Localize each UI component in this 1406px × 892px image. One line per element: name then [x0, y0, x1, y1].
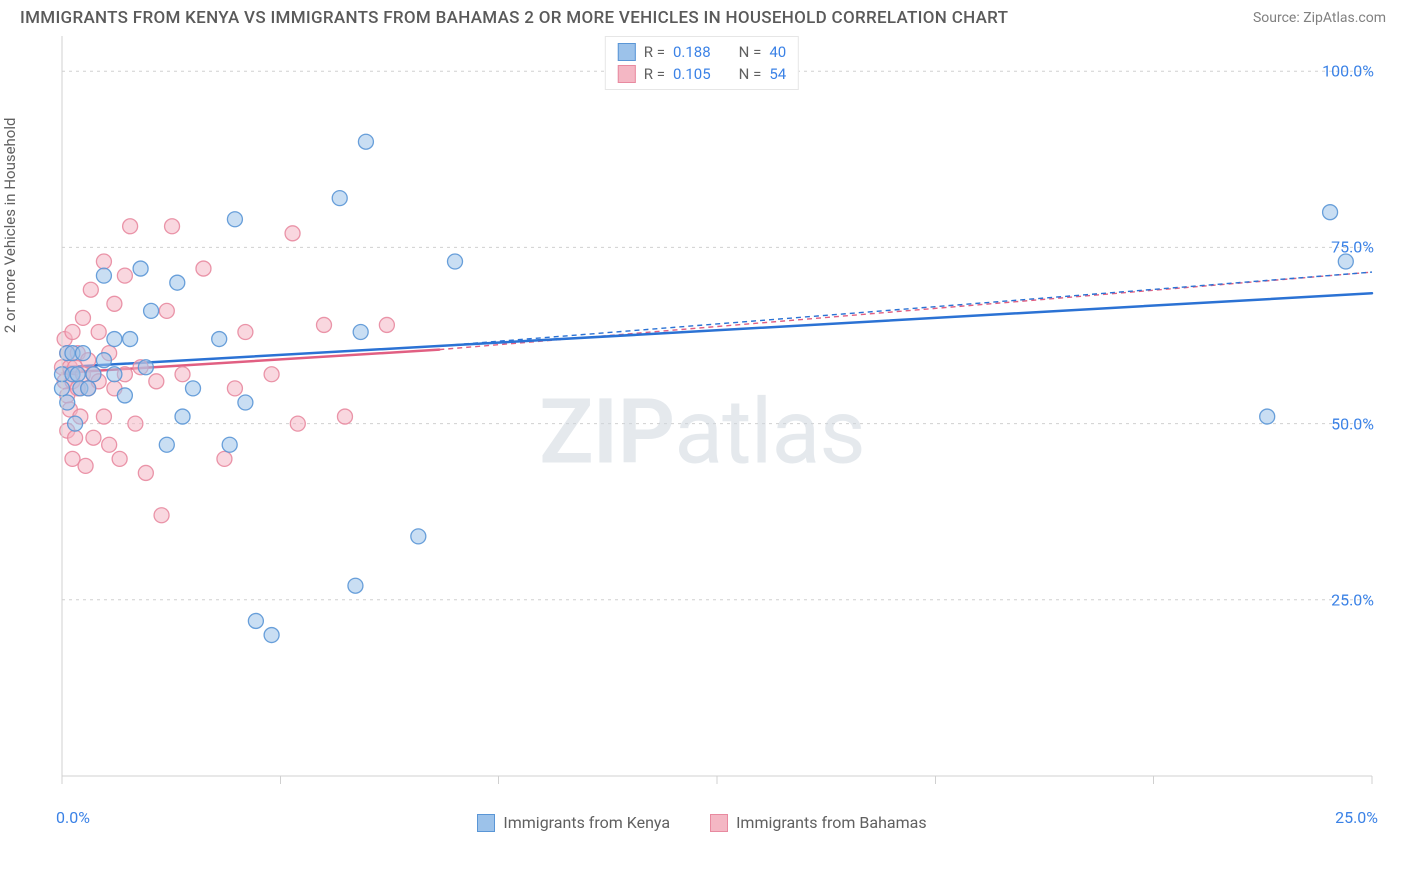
source-attribution: Source: ZipAtlas.com — [1253, 10, 1386, 26]
n-value-bahamas: 54 — [769, 63, 786, 85]
legend-label-bahamas: Immigrants from Bahamas — [736, 813, 927, 832]
y-axis-label: 2 or more Vehicles in Household — [1, 118, 19, 334]
legend-row-bahamas: R = 0.105 N = 54 — [618, 63, 786, 85]
chart-title: IMMIGRANTS FROM KENYA VS IMMIGRANTS FROM… — [20, 8, 1008, 28]
r-label: R = — [644, 41, 665, 63]
legend-correlation: R = 0.188 N = 40 R = 0.105 N = 54 — [605, 36, 799, 90]
r-value-kenya: 0.188 — [673, 41, 711, 63]
n-label: N = — [739, 63, 762, 85]
legend-item-kenya: Immigrants from Kenya — [477, 813, 670, 832]
y-tick-label: 25.0% — [1331, 590, 1374, 609]
swatch-bahamas-icon — [618, 65, 636, 83]
legend-series: Immigrants from Kenya Immigrants from Ba… — [12, 807, 1392, 832]
scatter-plot — [52, 32, 1382, 832]
swatch-kenya-icon — [477, 814, 495, 832]
r-value-bahamas: 0.105 — [673, 63, 711, 85]
n-value-kenya: 40 — [769, 41, 786, 63]
legend-row-kenya: R = 0.188 N = 40 — [618, 41, 786, 63]
legend-label-kenya: Immigrants from Kenya — [503, 813, 670, 832]
chart-container: 2 or more Vehicles in Household ZIPatlas… — [12, 32, 1392, 832]
title-bar: IMMIGRANTS FROM KENYA VS IMMIGRANTS FROM… — [0, 0, 1406, 32]
r-label: R = — [644, 63, 665, 85]
y-tick-label: 50.0% — [1331, 414, 1374, 433]
y-tick-label: 75.0% — [1331, 238, 1374, 257]
y-tick-label: 100.0% — [1322, 62, 1374, 81]
swatch-kenya-icon — [618, 43, 636, 61]
legend-item-bahamas: Immigrants from Bahamas — [710, 813, 927, 832]
n-label: N = — [739, 41, 762, 63]
swatch-bahamas-icon — [710, 814, 728, 832]
